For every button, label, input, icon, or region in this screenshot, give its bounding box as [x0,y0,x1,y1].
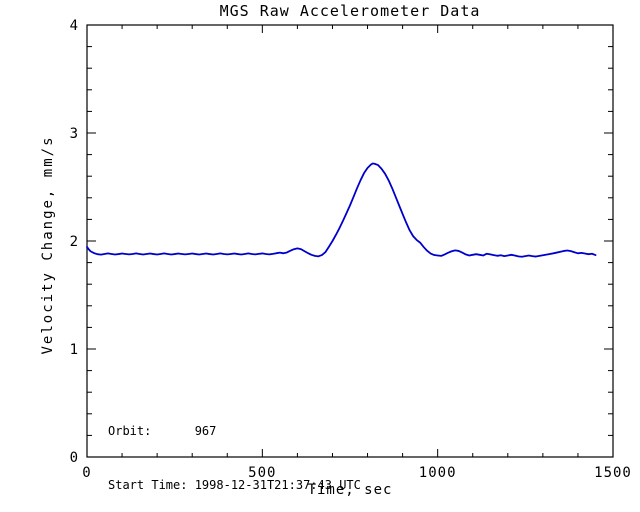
annotation-block: Orbit: 967 Start Time: 1998-12-31T21:37:… [108,386,361,512]
y-tick-label: 4 [70,18,79,34]
x-tick-label: 1000 [419,465,457,481]
data-line [86,162,597,258]
y-tick-label: 1 [70,342,79,358]
x-tick-label: 500 [248,465,276,481]
y-axis-label: Velocity Change, mm/s [40,135,56,354]
y-tick-label: 2 [70,234,79,250]
annotation-start-time: Start Time: 1998-12-31T21:37:43 UTC [108,478,361,492]
y-tick-label: 0 [70,450,79,466]
x-tick-label: 0 [82,465,91,481]
annotation-orbit: Orbit: 967 [108,424,217,438]
x-tick-label: 1500 [594,465,632,481]
chart-title: MGS Raw Accelerometer Data [220,2,481,20]
y-tick-label: 3 [70,126,79,142]
x-axis-label: Time, sec [308,482,393,498]
